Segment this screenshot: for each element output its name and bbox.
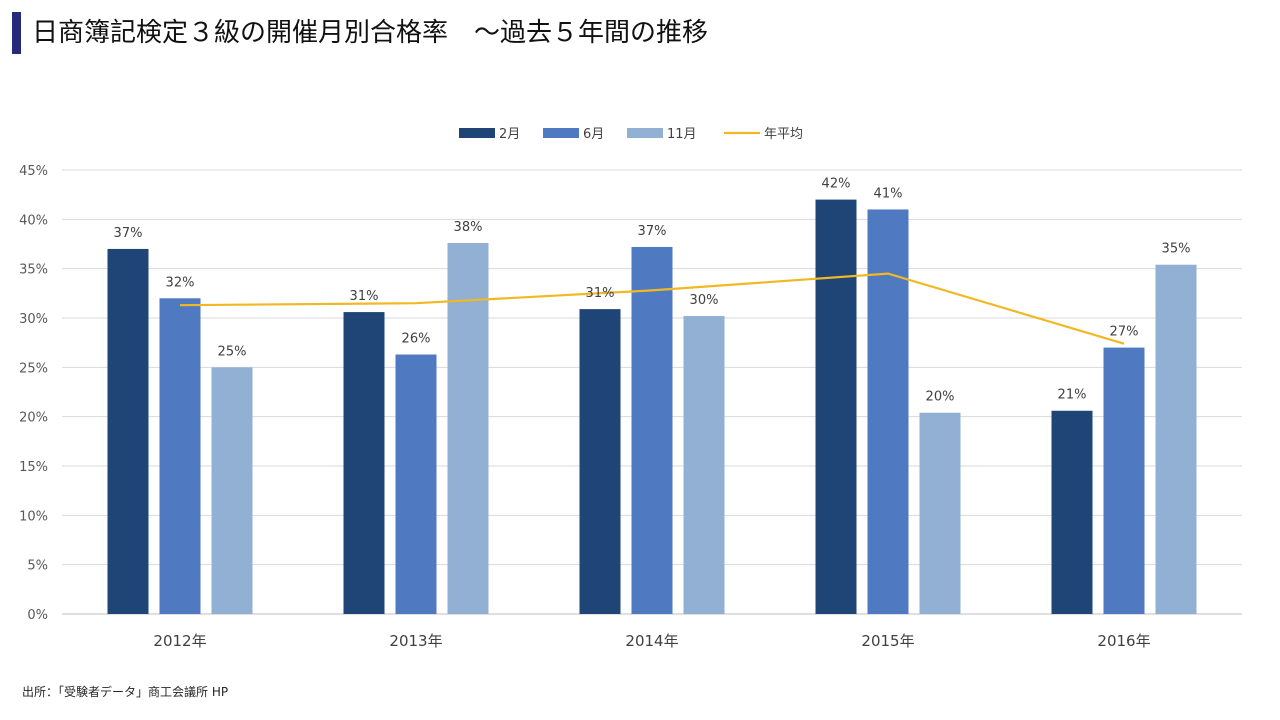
y-tick-label: 15% bbox=[19, 460, 48, 475]
bar-6月-2015年 bbox=[867, 209, 909, 614]
data-label: 35% bbox=[1162, 242, 1191, 257]
data-label: 21% bbox=[1058, 388, 1087, 403]
bar-11月-2014年 bbox=[683, 316, 725, 614]
bar-2月-2013年 bbox=[343, 312, 385, 614]
source-note: 出所：「受験者データ」商工会議所 HP bbox=[22, 685, 229, 699]
data-label: 32% bbox=[166, 275, 195, 290]
y-tick-label: 25% bbox=[19, 361, 48, 376]
y-axis-tick-labels: 0% 5% 10% 15% 20% 25% 30% 35% 40% 45% bbox=[19, 164, 48, 623]
data-label: 38% bbox=[454, 220, 483, 235]
data-label: 37% bbox=[114, 226, 143, 241]
bar-2月-2016年 bbox=[1051, 410, 1093, 614]
bar-2月-2014年 bbox=[579, 309, 621, 614]
x-category-label: 2013年 bbox=[389, 632, 442, 650]
data-label: 31% bbox=[586, 286, 615, 301]
y-tick-label: 5% bbox=[27, 559, 48, 574]
bars bbox=[107, 199, 1197, 614]
data-label: 42% bbox=[822, 177, 851, 192]
legend-label: 11月 bbox=[667, 127, 697, 142]
data-label: 30% bbox=[690, 293, 719, 308]
bar-11月-2013年 bbox=[447, 243, 489, 614]
y-tick-label: 10% bbox=[19, 509, 48, 524]
bar-6月-2012年 bbox=[159, 298, 201, 614]
x-category-label: 2014年 bbox=[625, 632, 678, 650]
y-tick-label: 30% bbox=[19, 312, 48, 327]
title-accent-bar bbox=[12, 12, 21, 54]
bar-11月-2012年 bbox=[211, 367, 253, 614]
y-tick-label: 40% bbox=[19, 213, 48, 228]
bar-6月-2013年 bbox=[395, 354, 437, 614]
legend: 2月 6月 11月 年平均 bbox=[459, 127, 803, 142]
legend-label: 6月 bbox=[583, 127, 604, 142]
data-labels: 37% 31% 31% 42% 21% 32% 26% 37% 41% 27% 25% 38% 30% 2… bbox=[114, 177, 1191, 405]
legend-swatch-2月 bbox=[459, 128, 495, 138]
data-label: 26% bbox=[402, 332, 431, 347]
legend-label: 年平均 bbox=[764, 127, 803, 142]
bar-11月-2016年 bbox=[1155, 264, 1197, 614]
x-category-label: 2012年 bbox=[153, 632, 206, 650]
bar-2月-2012年 bbox=[107, 248, 149, 614]
data-label: 37% bbox=[638, 224, 667, 239]
data-label: 27% bbox=[1110, 325, 1139, 340]
x-category-label: 2015年 bbox=[861, 632, 914, 650]
legend-swatch-6月 bbox=[543, 128, 579, 138]
data-label: 25% bbox=[218, 344, 247, 359]
y-tick-label: 20% bbox=[19, 411, 48, 426]
legend-label: 2月 bbox=[499, 127, 520, 142]
page-title: 日商簿記検定３級の開催月別合格率 ～過去５年間の推移 bbox=[32, 18, 709, 48]
average-line bbox=[179, 272, 1125, 345]
data-label: 31% bbox=[350, 289, 379, 304]
bar-11月-2015年 bbox=[919, 412, 961, 614]
y-tick-label: 35% bbox=[19, 263, 48, 278]
x-axis-category-labels: 2012年 2013年 2014年 2015年 2016年 bbox=[153, 632, 1150, 650]
y-tick-label: 0% bbox=[27, 608, 48, 623]
bar-6月-2016年 bbox=[1103, 347, 1145, 614]
data-label: 20% bbox=[926, 390, 955, 405]
bar-2月-2015年 bbox=[815, 199, 857, 614]
data-label: 41% bbox=[874, 186, 903, 201]
line-年平均 bbox=[179, 272, 1125, 345]
bar-6月-2014年 bbox=[631, 246, 673, 614]
x-category-label: 2016年 bbox=[1097, 632, 1150, 650]
y-tick-label: 45% bbox=[19, 164, 48, 179]
legend-swatch-11月 bbox=[627, 128, 663, 138]
